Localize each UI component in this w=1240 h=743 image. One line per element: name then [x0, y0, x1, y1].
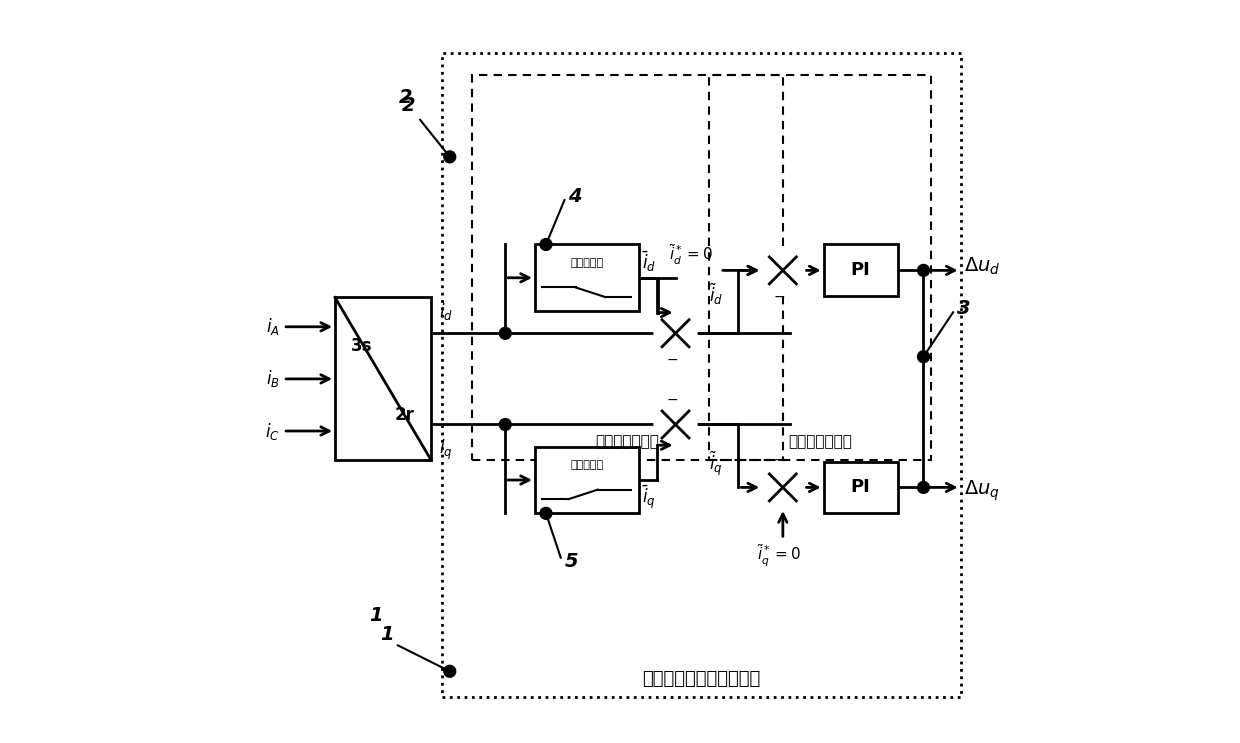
- Text: $\Delta u_q$: $\Delta u_q$: [965, 479, 999, 503]
- Text: $\tilde{i}_q$: $\tilde{i}_q$: [709, 449, 723, 478]
- Text: $\bar{i}_d$: $\bar{i}_d$: [642, 250, 656, 274]
- FancyBboxPatch shape: [335, 297, 432, 461]
- Bar: [709, 75, 931, 461]
- Text: $\tilde{i}_d$: $\tilde{i}_d$: [709, 282, 723, 307]
- Text: 3s: 3s: [351, 337, 373, 355]
- Text: 1: 1: [370, 606, 382, 626]
- Text: PI: PI: [851, 478, 870, 496]
- Text: $\tilde{i}_d^*=0$: $\tilde{i}_d^*=0$: [668, 242, 713, 267]
- Circle shape: [500, 328, 511, 340]
- Text: PI: PI: [851, 262, 870, 279]
- Circle shape: [655, 313, 696, 354]
- Circle shape: [500, 418, 511, 430]
- Bar: [443, 53, 961, 697]
- Circle shape: [763, 467, 804, 508]
- Text: $i_A$: $i_A$: [265, 317, 279, 337]
- Text: $i_B$: $i_B$: [265, 369, 279, 389]
- Text: $-$: $-$: [666, 352, 678, 366]
- Text: 2: 2: [402, 96, 415, 114]
- Text: $i_d$: $i_d$: [439, 301, 453, 322]
- Text: 3: 3: [957, 299, 971, 318]
- Circle shape: [763, 250, 804, 291]
- Circle shape: [444, 151, 455, 163]
- Text: 1: 1: [379, 625, 393, 643]
- Circle shape: [541, 507, 552, 519]
- Text: $\Delta u_d$: $\Delta u_d$: [965, 256, 1001, 277]
- Text: 谐波电流控制器: 谐波电流控制器: [787, 435, 852, 450]
- Text: 5: 5: [564, 552, 578, 571]
- Circle shape: [655, 403, 696, 445]
- Text: $\tilde{i}_q^*=0$: $\tilde{i}_q^*=0$: [758, 543, 801, 569]
- Circle shape: [918, 265, 930, 276]
- FancyBboxPatch shape: [823, 461, 898, 513]
- Text: 2r: 2r: [394, 406, 414, 424]
- FancyBboxPatch shape: [534, 447, 639, 513]
- Text: $-$: $-$: [773, 452, 785, 467]
- Text: $-$: $-$: [666, 392, 678, 406]
- Circle shape: [918, 481, 930, 493]
- Text: $\bar{i}_q$: $\bar{i}_q$: [642, 484, 656, 511]
- Circle shape: [541, 239, 552, 250]
- Text: 全阶次谐波电流补偿单元: 全阶次谐波电流补偿单元: [642, 669, 760, 688]
- Text: 谐波电流观测器: 谐波电流观测器: [595, 435, 660, 450]
- Text: $i_C$: $i_C$: [265, 421, 279, 441]
- FancyBboxPatch shape: [534, 244, 639, 311]
- Circle shape: [918, 351, 930, 363]
- Circle shape: [444, 666, 455, 677]
- Text: 2: 2: [398, 88, 412, 107]
- Text: $-$: $-$: [773, 289, 785, 303]
- Text: $i_q$: $i_q$: [439, 438, 453, 462]
- Text: 低通滤波器: 低通滤波器: [570, 461, 603, 470]
- FancyBboxPatch shape: [823, 244, 898, 296]
- Text: 低通滤波器: 低通滤波器: [570, 258, 603, 268]
- Bar: [472, 75, 782, 461]
- Text: 4: 4: [568, 186, 582, 206]
